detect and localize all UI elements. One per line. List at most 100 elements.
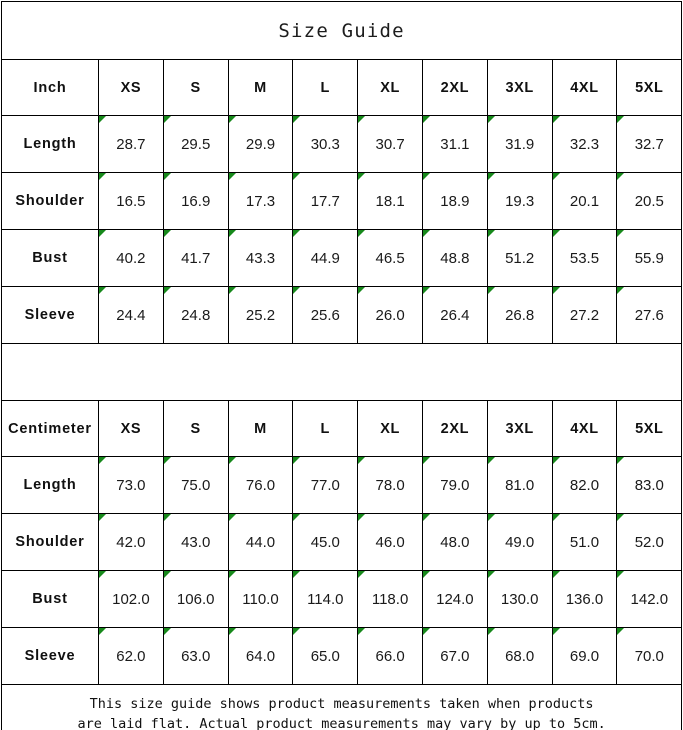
header-row: Centimeter XS S M L XL 2XL 3XL 4XL 5XL bbox=[1, 400, 683, 457]
measurement-value: 27.6 bbox=[616, 286, 683, 344]
size-header-s: S bbox=[162, 59, 229, 116]
measurement-value: 20.5 bbox=[616, 172, 683, 230]
measurement-value: 31.1 bbox=[421, 115, 488, 173]
measurement-value: 24.4 bbox=[98, 286, 164, 344]
measurement-value: 79.0 bbox=[421, 456, 488, 514]
measurement-value: 142.0 bbox=[616, 570, 683, 628]
measurement-value: 51.2 bbox=[486, 229, 553, 287]
measurement-value: 69.0 bbox=[551, 627, 618, 685]
footer-note: This size guide shows product measuremen… bbox=[0, 684, 683, 730]
measurement-label-bust: Bust bbox=[1, 229, 99, 287]
measurement-label-sleeve: Sleeve bbox=[1, 286, 99, 344]
measurement-label-bust: Bust bbox=[1, 570, 99, 628]
measurement-value: 62.0 bbox=[98, 627, 164, 685]
size-header-5xl: 5XL bbox=[616, 59, 683, 116]
measurement-row: Sleeve 62.0 63.0 64.0 65.0 66.0 67.0 68.0 69.0 70… bbox=[1, 627, 683, 685]
measurement-value: 75.0 bbox=[162, 456, 229, 514]
measurement-value: 118.0 bbox=[357, 570, 423, 628]
measurement-value: 55.9 bbox=[616, 229, 683, 287]
measurement-label-length: Length bbox=[1, 115, 99, 173]
size-header-xl: XL bbox=[357, 59, 423, 116]
measurement-value: 48.0 bbox=[421, 513, 488, 571]
size-header-m: M bbox=[227, 59, 294, 116]
header-row: Inch XS S M L XL 2XL 3XL 4XL 5XL bbox=[1, 59, 683, 116]
unit-header: Centimeter bbox=[1, 400, 99, 457]
size-header-3xl: 3XL bbox=[486, 59, 553, 116]
measurement-value: 64.0 bbox=[227, 627, 294, 685]
page-title: Size Guide bbox=[0, 1, 683, 60]
measurement-value: 52.0 bbox=[616, 513, 683, 571]
footer-note-line-1: This size guide shows product measuremen… bbox=[89, 695, 594, 712]
measurement-label-sleeve: Sleeve bbox=[1, 627, 99, 685]
measurement-value: 106.0 bbox=[162, 570, 229, 628]
measurement-row: Shoulder 16.5 16.9 17.3 17.7 18.1 18.9 19.3 20.1… bbox=[1, 172, 683, 230]
measurement-value: 18.9 bbox=[421, 172, 488, 230]
size-header-2xl: 2XL bbox=[421, 59, 488, 116]
measurement-value: 49.0 bbox=[486, 513, 553, 571]
measurement-value: 66.0 bbox=[357, 627, 423, 685]
measurement-value: 20.1 bbox=[551, 172, 618, 230]
measurement-value: 63.0 bbox=[162, 627, 229, 685]
measurement-value: 81.0 bbox=[486, 456, 553, 514]
measurement-value: 24.8 bbox=[162, 286, 229, 344]
measurement-value: 40.2 bbox=[98, 229, 164, 287]
measurement-row: Length 28.7 29.5 29.9 30.3 30.7 31.1 31.9 32.3 32… bbox=[1, 115, 683, 173]
measurement-value: 26.8 bbox=[486, 286, 553, 344]
measurement-value: 45.0 bbox=[292, 513, 359, 571]
measurement-value: 17.3 bbox=[227, 172, 294, 230]
measurement-value: 73.0 bbox=[98, 456, 164, 514]
measurement-value: 114.0 bbox=[292, 570, 359, 628]
measurement-value: 27.2 bbox=[551, 286, 618, 344]
measurement-value: 68.0 bbox=[486, 627, 553, 685]
measurement-value: 43.0 bbox=[162, 513, 229, 571]
measurement-value: 30.3 bbox=[292, 115, 359, 173]
measurement-value: 77.0 bbox=[292, 456, 359, 514]
size-header-l: L bbox=[292, 59, 359, 116]
measurement-value: 17.7 bbox=[292, 172, 359, 230]
size-header-xs: XS bbox=[98, 400, 164, 457]
measurement-value: 30.7 bbox=[357, 115, 423, 173]
measurement-value: 16.5 bbox=[98, 172, 164, 230]
measurement-value: 32.3 bbox=[551, 115, 618, 173]
measurement-value: 67.0 bbox=[421, 627, 488, 685]
table-spacer-row bbox=[0, 343, 683, 401]
measurement-value: 65.0 bbox=[292, 627, 359, 685]
size-header-5xl: 5XL bbox=[616, 400, 683, 457]
size-header-xl: XL bbox=[357, 400, 423, 457]
measurement-row: Shoulder 42.0 43.0 44.0 45.0 46.0 48.0 49.0 51.0… bbox=[1, 513, 683, 571]
measurement-value: 44.9 bbox=[292, 229, 359, 287]
measurement-value: 53.5 bbox=[551, 229, 618, 287]
measurement-value: 70.0 bbox=[616, 627, 683, 685]
measurement-value: 46.0 bbox=[357, 513, 423, 571]
measurement-value: 31.9 bbox=[486, 115, 553, 173]
size-header-m: M bbox=[227, 400, 294, 457]
unit-header: Inch bbox=[1, 59, 99, 116]
measurement-value: 46.5 bbox=[357, 229, 423, 287]
measurement-value: 18.1 bbox=[357, 172, 423, 230]
measurement-value: 83.0 bbox=[616, 456, 683, 514]
size-header-2xl: 2XL bbox=[421, 400, 488, 457]
size-header-4xl: 4XL bbox=[551, 59, 618, 116]
measurement-value: 82.0 bbox=[551, 456, 618, 514]
measurement-value: 43.3 bbox=[227, 229, 294, 287]
measurement-value: 76.0 bbox=[227, 456, 294, 514]
measurement-value: 26.4 bbox=[421, 286, 488, 344]
footer-note-line-2: are laid flat. Actual product measuremen… bbox=[77, 715, 606, 730]
size-header-l: L bbox=[292, 400, 359, 457]
size-header-s: S bbox=[162, 400, 229, 457]
measurement-row: Length 73.0 75.0 76.0 77.0 78.0 79.0 81.0 82.0 83… bbox=[1, 456, 683, 514]
measurement-value: 124.0 bbox=[421, 570, 488, 628]
measurement-value: 130.0 bbox=[486, 570, 553, 628]
measurement-value: 16.9 bbox=[162, 172, 229, 230]
size-header-xs: XS bbox=[98, 59, 164, 116]
measurement-value: 110.0 bbox=[227, 570, 294, 628]
measurement-label-shoulder: Shoulder bbox=[1, 513, 99, 571]
measurement-row: Sleeve 24.4 24.8 25.2 25.6 26.0 26.4 26.8 27.2 27… bbox=[1, 286, 683, 344]
measurement-value: 25.6 bbox=[292, 286, 359, 344]
measurement-value: 28.7 bbox=[98, 115, 164, 173]
measurement-row: Bust 102.0 106.0 110.0 114.0 118.0 124.0 130.0 1… bbox=[1, 570, 683, 628]
measurement-value: 32.7 bbox=[616, 115, 683, 173]
